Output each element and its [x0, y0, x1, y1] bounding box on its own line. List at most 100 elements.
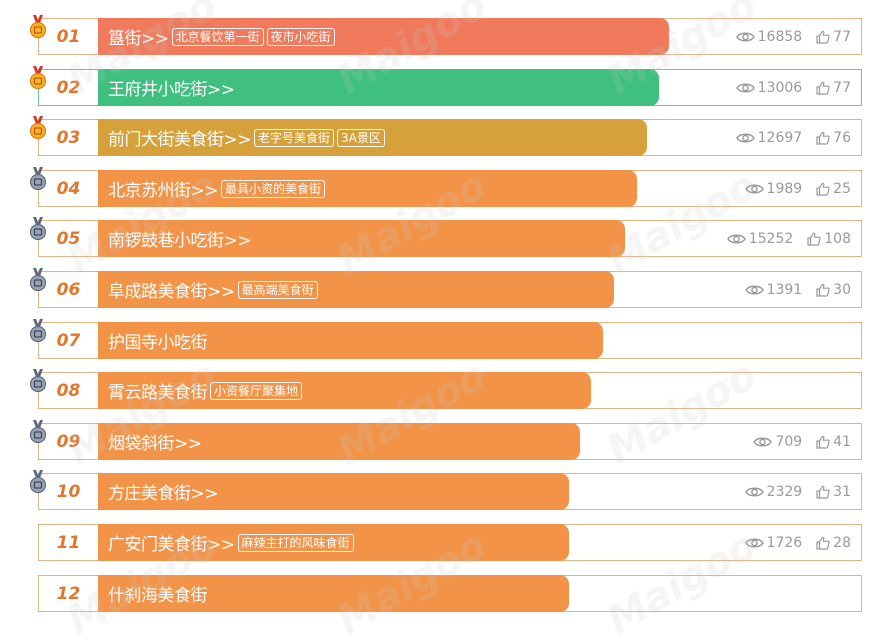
row-stats: 13006 77	[730, 70, 851, 105]
ranking-row[interactable]: 06 阜成路美食街>> 最高端美食街 1391 30	[38, 271, 862, 308]
rank-number: 07	[56, 330, 81, 351]
like-count-value: 76	[833, 129, 851, 146]
feature-tag: 3A景区	[337, 128, 385, 147]
street-name-link[interactable]: 什刹海美食街	[108, 586, 208, 606]
street-name-link[interactable]: 霄云路美食街	[108, 383, 208, 403]
ranking-bar[interactable]: 簋街>> 北京餐饮第一街 夜市小吃街	[98, 18, 669, 55]
ranking-row[interactable]: 09 烟袋斜街>> 709 41	[38, 423, 862, 460]
row-stats: 2329 31	[739, 474, 851, 509]
row-stats: 1391 30	[739, 272, 851, 307]
silver-medal-icon	[28, 319, 48, 343]
ranking-bar[interactable]: 北京苏州街>> 最具小资的美食街	[98, 170, 637, 207]
like-button[interactable]: 25	[816, 181, 851, 197]
like-count-value: 77	[833, 28, 851, 45]
thumbs-up-icon	[816, 131, 830, 145]
eye-icon	[744, 184, 764, 193]
ranking-row[interactable]: 10 方庄美食街>> 2329 31	[38, 473, 862, 510]
view-count: 2329	[744, 483, 803, 500]
gold-medal-icon	[28, 66, 48, 90]
silver-medal-icon	[28, 268, 48, 292]
ranking-bar[interactable]: 霄云路美食街 小资餐厅聚集地	[98, 372, 591, 409]
thumbs-up-icon	[816, 435, 830, 449]
ranking-row[interactable]: 05 南锣鼓巷小吃街>> 15252 108	[38, 220, 862, 257]
silver-medal-icon	[28, 369, 48, 393]
ranking-row[interactable]: 11 广安门美食街>> 麻辣主打的风味食街 1726 28	[38, 524, 862, 561]
ranking-bar[interactable]: 什刹海美食街	[98, 575, 569, 612]
rank-number: 11	[56, 532, 81, 553]
like-button[interactable]: 30	[816, 282, 851, 298]
ranking-row[interactable]: 01 簋街>> 北京餐饮第一街 夜市小吃街 16858 77	[38, 18, 862, 55]
row-stats: 16858 77	[730, 19, 851, 54]
street-name-link[interactable]: 阜成路美食街>>	[108, 282, 235, 302]
like-button[interactable]: 31	[816, 484, 851, 500]
eye-icon	[753, 437, 773, 446]
view-count-value: 2329	[766, 483, 803, 500]
street-name-link[interactable]: 北京苏州街>>	[108, 181, 219, 201]
like-button[interactable]: 41	[816, 434, 851, 450]
thumbs-up-icon	[807, 232, 821, 246]
view-count: 1989	[744, 180, 803, 197]
like-button[interactable]: 77	[816, 80, 851, 96]
view-count: 12697	[735, 130, 802, 146]
row-stats: 15252 108	[721, 221, 851, 256]
view-count-value: 16858	[757, 28, 803, 45]
like-count-value: 108	[824, 230, 851, 247]
like-button[interactable]: 28	[816, 535, 851, 551]
street-name-link[interactable]: 烟袋斜街>>	[108, 434, 202, 454]
ranking-bar[interactable]: 南锣鼓巷小吃街>>	[98, 220, 625, 257]
like-count-value: 77	[833, 79, 851, 96]
like-button[interactable]: 76	[816, 130, 851, 146]
like-count-value: 41	[833, 433, 851, 450]
view-count: 709	[753, 434, 802, 450]
eye-icon	[735, 83, 755, 92]
view-count: 16858	[735, 28, 803, 45]
street-name-link[interactable]: 簋街>>	[108, 29, 169, 49]
rank-number: 08	[56, 380, 81, 401]
view-count: 1726	[744, 535, 802, 551]
feature-tag: 麻辣主打的风味食街	[237, 533, 354, 552]
rank-number: 09	[56, 431, 81, 452]
like-button[interactable]: 77	[816, 29, 851, 45]
ranking-bar[interactable]: 方庄美食街>>	[98, 473, 569, 510]
rank-number: 06	[56, 279, 81, 300]
eye-icon	[744, 285, 764, 294]
like-count-value: 25	[833, 180, 851, 197]
street-name-link[interactable]: 南锣鼓巷小吃街>>	[108, 231, 252, 251]
street-name-link[interactable]: 前门大街美食街>>	[108, 130, 252, 150]
thumbs-up-icon	[816, 182, 830, 196]
ranking-bar[interactable]: 前门大街美食街>> 老字号美食街 3A景区	[98, 119, 647, 156]
ranking-bar[interactable]: 王府井小吃街>>	[98, 69, 659, 106]
feature-tag: 夜市小吃街	[266, 27, 335, 46]
view-count-value: 1989	[766, 180, 803, 197]
view-count-value: 1391	[766, 281, 803, 298]
ranking-bar[interactable]: 广安门美食街>> 麻辣主打的风味食街	[98, 524, 569, 561]
ranking-bar[interactable]: 护国寺小吃街	[98, 322, 603, 359]
eye-icon	[744, 487, 764, 496]
silver-medal-icon	[28, 420, 48, 444]
gold-medal-icon	[28, 116, 48, 140]
like-count-value: 30	[833, 281, 851, 298]
row-stats: 709 41	[747, 424, 851, 459]
street-name-link[interactable]: 护国寺小吃街	[108, 333, 208, 353]
view-count-value: 15252	[748, 230, 794, 247]
street-name-link[interactable]: 方庄美食街>>	[108, 484, 219, 504]
view-count-value: 13006	[757, 79, 803, 96]
like-button[interactable]: 108	[807, 231, 851, 247]
street-name-link[interactable]: 广安门美食街>>	[108, 535, 235, 555]
ranking-row[interactable]: 12 什刹海美食街	[38, 575, 862, 612]
like-count-value: 31	[833, 483, 851, 500]
ranking-row[interactable]: 04 北京苏州街>> 最具小资的美食街 1989 25	[38, 170, 862, 207]
ranking-row[interactable]: 08 霄云路美食街 小资餐厅聚集地	[38, 372, 862, 409]
eye-icon	[744, 538, 764, 547]
ranking-bar[interactable]: 烟袋斜街>>	[98, 423, 580, 460]
view-count: 15252	[726, 230, 794, 247]
ranking-row[interactable]: 02 王府井小吃街>> 13006 77	[38, 69, 862, 106]
silver-medal-icon	[28, 167, 48, 191]
ranking-row[interactable]: 03 前门大街美食街>> 老字号美食街 3A景区 12697 76	[38, 119, 862, 156]
ranking-bar[interactable]: 阜成路美食街>> 最高端美食街	[98, 271, 614, 308]
row-stats: 1989 25	[739, 171, 851, 206]
ranking-row[interactable]: 07 护国寺小吃街	[38, 322, 862, 359]
feature-tag: 最高端美食街	[237, 280, 318, 299]
street-name-link[interactable]: 王府井小吃街>>	[108, 80, 235, 100]
feature-tag: 老字号美食街	[254, 128, 335, 147]
